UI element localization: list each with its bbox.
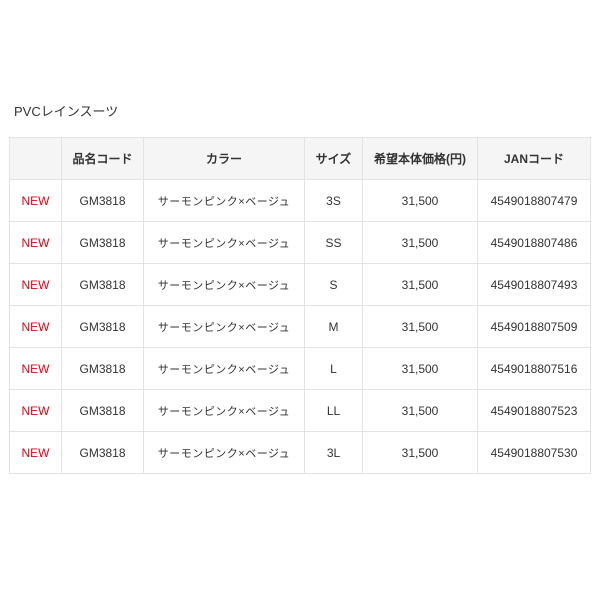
product-size: SS <box>304 221 363 264</box>
product-color: サーモンピンク×ベージュ <box>143 431 305 474</box>
header-badge <box>9 137 62 180</box>
product-size: 3S <box>304 179 363 222</box>
product-code: GM3818 <box>61 389 144 432</box>
new-badge: NEW <box>9 347 62 390</box>
jan-code: 4549018807486 <box>477 221 591 264</box>
product-size: LL <box>304 389 363 432</box>
product-price: 31,500 <box>362 431 478 474</box>
product-color: サーモンピンク×ベージュ <box>143 305 305 348</box>
table-row: NEW GM3818 サーモンピンク×ベージュ SS 31,500 45490188074… <box>9 221 591 264</box>
table-row: NEW GM3818 サーモンピンク×ベージュ LL 31,500 45490188075… <box>9 389 591 432</box>
product-color: サーモンピンク×ベージュ <box>143 263 305 306</box>
product-size: L <box>304 347 363 390</box>
new-badge: NEW <box>9 389 62 432</box>
new-badge: NEW <box>9 179 62 222</box>
header-price: 希望本体価格(円) <box>362 137 478 180</box>
header-size: サイズ <box>304 137 363 180</box>
product-price: 31,500 <box>362 389 478 432</box>
header-code: 品名コード <box>61 137 144 180</box>
product-code: GM3818 <box>61 263 144 306</box>
table-row: NEW GM3818 サーモンピンク×ベージュ S 31,500 454901880749… <box>9 263 591 306</box>
product-code: GM3818 <box>61 347 144 390</box>
product-price: 31,500 <box>362 221 478 264</box>
table-header-row: 品名コード カラー サイズ 希望本体価格(円) JANコード <box>9 137 591 180</box>
jan-code: 4549018807509 <box>477 305 591 348</box>
product-color: サーモンピンク×ベージュ <box>143 389 305 432</box>
product-price: 31,500 <box>362 263 478 306</box>
new-badge: NEW <box>9 431 62 474</box>
table-row: NEW GM3818 サーモンピンク×ベージュ 3L 31,500 45490188075… <box>9 431 591 474</box>
product-price: 31,500 <box>362 347 478 390</box>
new-badge: NEW <box>9 221 62 264</box>
jan-code: 4549018807493 <box>477 263 591 306</box>
product-code: GM3818 <box>61 179 144 222</box>
jan-code: 4549018807523 <box>477 389 591 432</box>
product-size: M <box>304 305 363 348</box>
product-code: GM3818 <box>61 221 144 264</box>
product-size: S <box>304 263 363 306</box>
product-color: サーモンピンク×ベージュ <box>143 347 305 390</box>
table-row: NEW GM3818 サーモンピンク×ベージュ M 31,500 454901880750… <box>9 305 591 348</box>
new-badge: NEW <box>9 305 62 348</box>
table-row: NEW GM3818 サーモンピンク×ベージュ L 31,500 454901880751… <box>9 347 591 390</box>
product-size: 3L <box>304 431 363 474</box>
jan-code: 4549018807530 <box>477 431 591 474</box>
product-price: 31,500 <box>362 305 478 348</box>
product-code: GM3818 <box>61 305 144 348</box>
new-badge: NEW <box>9 263 62 306</box>
product-color: サーモンピンク×ベージュ <box>143 221 305 264</box>
jan-code: 4549018807516 <box>477 347 591 390</box>
header-color: カラー <box>143 137 305 180</box>
jan-code: 4549018807479 <box>477 179 591 222</box>
header-jan: JANコード <box>477 137 591 180</box>
product-table: 品名コード カラー サイズ 希望本体価格(円) JANコード NEW GM3818… <box>9 137 591 474</box>
product-color: サーモンピンク×ベージュ <box>143 179 305 222</box>
table-row: NEW GM3818 サーモンピンク×ベージュ 3S 31,500 45490188074… <box>9 179 591 222</box>
product-code: GM3818 <box>61 431 144 474</box>
product-title: PVCレインスーツ <box>14 104 119 119</box>
product-price: 31,500 <box>362 179 478 222</box>
